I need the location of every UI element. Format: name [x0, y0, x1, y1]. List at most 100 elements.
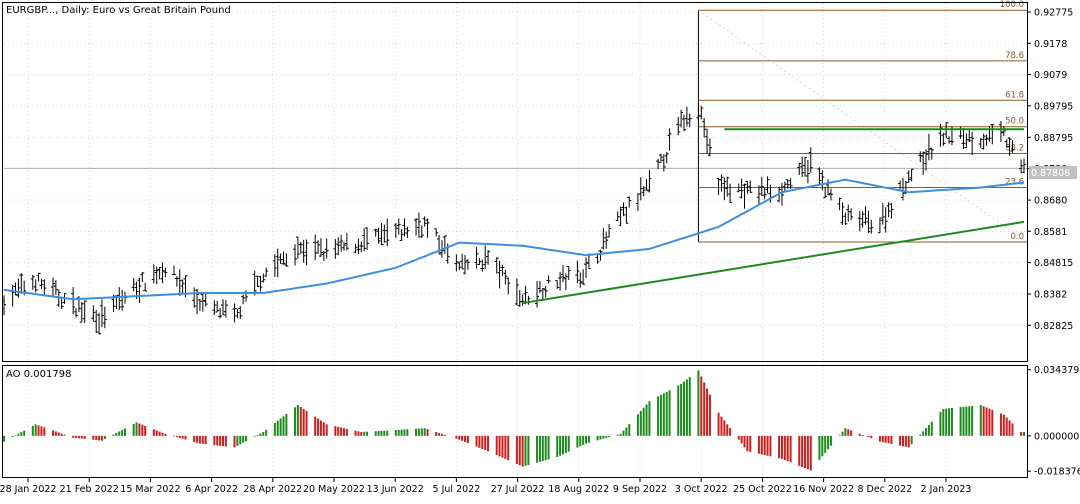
ohlc-bar — [172, 265, 176, 276]
ohlc-bar — [316, 240, 321, 255]
ohlc-bar — [682, 114, 686, 132]
ohlc-bar — [434, 228, 439, 237]
moving-average — [3, 178, 1025, 301]
ohlc-bar — [318, 238, 323, 257]
ohlc-bar — [967, 130, 972, 143]
ohlc-bar — [94, 309, 99, 333]
ohlc-bar — [745, 180, 750, 194]
x-tick-label: 28 Apr 2022 — [243, 484, 302, 495]
ohlc-bar — [324, 238, 329, 259]
ohlc-bar — [759, 176, 764, 197]
chart-title: EURGBP..., Daily: Euro vs Great Britain … — [6, 5, 231, 16]
ohlc-bar — [578, 272, 583, 288]
fib-level-label: 0.0 — [1010, 232, 1024, 242]
axes — [2, 2, 1028, 478]
ohlc-bar — [857, 211, 862, 232]
x-tick-label: 2 Jan 2023 — [921, 484, 972, 495]
ohlc-bar — [828, 188, 833, 201]
ohlc-bar — [929, 147, 934, 160]
x-tick-label: 15 Mar 2022 — [120, 484, 180, 495]
current-price-tag: 0.87808 — [1029, 166, 1077, 179]
ohlc-bar — [177, 269, 182, 296]
ohlc-bar — [399, 229, 404, 242]
price-bars — [2, 103, 1026, 335]
ohlc-bar — [667, 128, 672, 151]
ohlc-bar — [889, 203, 894, 219]
ohlc-bar — [278, 253, 283, 265]
ohlc-bar — [457, 261, 462, 271]
ohlc-bar — [359, 241, 364, 253]
ohlc-bar — [342, 241, 346, 251]
ohlc-bar — [140, 271, 145, 282]
ohlc-bar — [215, 300, 220, 313]
fib-level-label: 78.6 — [1005, 51, 1024, 61]
ohlc-bar — [644, 179, 649, 191]
ohlc-bar — [788, 178, 793, 189]
ohlc-bar — [232, 303, 237, 323]
ohlc-bar — [615, 211, 620, 221]
ohlc-bar — [705, 128, 710, 154]
ohlc-bar — [1010, 140, 1015, 153]
y-tick-label: 0.82825 — [1034, 321, 1073, 332]
fib-level-label: 38.2 — [1005, 144, 1024, 154]
ohlc-bar — [356, 238, 361, 254]
ohlc-bar — [978, 137, 983, 148]
moving-average-line — [3, 178, 1025, 301]
ohlc-bar — [494, 257, 499, 274]
ohlc-bar — [321, 250, 326, 261]
ohlc-bar — [480, 259, 485, 272]
support-trend-line — [522, 220, 1025, 305]
ohlc-bar — [560, 265, 565, 283]
ohlc-bar — [264, 267, 269, 277]
ohlc-bar — [131, 277, 136, 292]
fibonacci-retracement[interactable]: 100.0 78.6 61.8 50.0 38.2 23.6 0.0 — [697, 0, 1028, 243]
ohlc-bar — [736, 183, 741, 193]
x-tick-label: 25 Oct 2022 — [733, 484, 792, 495]
ohlc-bar — [877, 217, 882, 234]
axis-labels: 0.927750.91780.90790.897950.887950.87800… — [0, 7, 1080, 495]
ohlc-bar — [91, 305, 96, 322]
ohlc-bar — [474, 246, 479, 269]
ohlc-bar — [275, 248, 280, 278]
trend-lines[interactable] — [522, 128, 1025, 305]
ohlc-bar — [102, 306, 107, 329]
ao-y-tick-label: -0.018376 — [1034, 467, 1080, 478]
ohlc-bar — [756, 185, 761, 205]
ohlc-bar — [295, 236, 300, 259]
ohlc-bar — [719, 174, 724, 192]
ohlc-bar — [837, 197, 842, 211]
ohlc-bar — [353, 243, 358, 253]
ohlc-bar — [414, 218, 419, 236]
ohlc-bar — [661, 154, 666, 172]
ohlc-bar — [886, 202, 891, 218]
fib-level-label: 50.0 — [1005, 117, 1024, 127]
x-tick-label: 21 Feb 2022 — [60, 484, 119, 495]
ohlc-bar — [298, 241, 303, 254]
ohlc-bar — [425, 218, 430, 238]
y-tick-label: 0.84815 — [1034, 258, 1073, 269]
ohlc-bar — [566, 265, 571, 280]
ohlc-bar — [584, 257, 589, 278]
ohlc-bar — [520, 294, 525, 306]
ohlc-bar — [197, 298, 202, 311]
ohlc-bar — [416, 212, 421, 238]
x-tick-label: 5 Jul 2022 — [433, 484, 481, 495]
ohlc-bar — [313, 234, 318, 261]
ohlc-bar — [658, 153, 663, 163]
ohlc-bar — [563, 273, 568, 291]
ohlc-bar — [137, 277, 142, 303]
ohlc-bar — [218, 307, 223, 319]
ohlc-bar — [805, 159, 810, 184]
ohlc-bar — [921, 151, 926, 175]
ohlc-bar — [961, 127, 966, 149]
ohlc-bar — [938, 123, 943, 147]
ohlc-bar — [641, 186, 646, 197]
ohlc-bar — [725, 176, 730, 197]
ohlc-bar — [235, 308, 240, 318]
ohlc-bar — [514, 278, 519, 306]
ohlc-bar — [506, 277, 511, 295]
grid — [4, 3, 1027, 477]
ohlc-bar — [460, 253, 465, 270]
